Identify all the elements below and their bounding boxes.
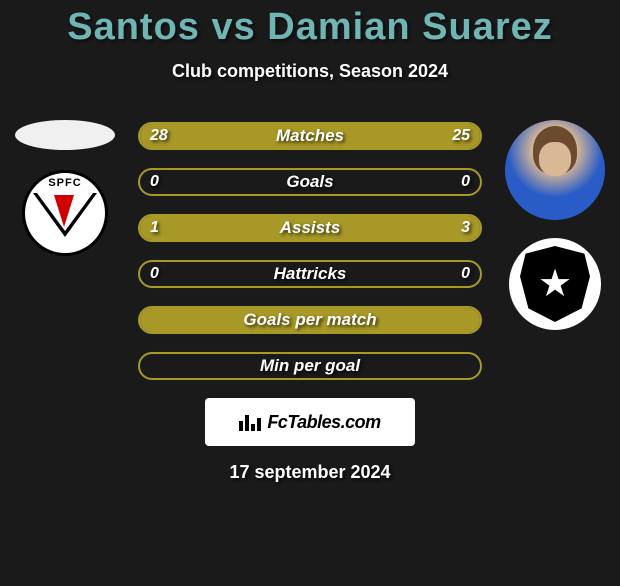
player-left-photo-placeholder [15, 120, 115, 150]
branding-text: FcTables.com [267, 412, 380, 433]
stat-row: 00Goals [138, 168, 482, 196]
subtitle: Club competitions, Season 2024 [0, 61, 620, 82]
stat-label: Goals per match [140, 308, 480, 332]
stat-row: 13Assists [138, 214, 482, 242]
star-icon: ★ [538, 265, 572, 303]
stat-row: Goals per match [138, 306, 482, 334]
team-logo-left: SPFC [22, 170, 108, 256]
stat-label: Hattricks [140, 262, 480, 286]
stat-label: Assists [140, 216, 480, 240]
stat-row: Min per goal [138, 352, 482, 380]
team-logo-right: ★ [509, 238, 601, 330]
stat-label: Min per goal [140, 354, 480, 378]
player-right-photo [505, 120, 605, 220]
page-title: Santos vs Damian Suarez [0, 6, 620, 49]
bars-icon [239, 413, 261, 431]
comparison-region: SPFC ★ 2825Matches 00Goals 13Assists 00Hatt… [0, 120, 620, 380]
stat-row: 2825Matches [138, 122, 482, 150]
left-player-column: SPFC [10, 120, 120, 256]
date-label: 17 september 2024 [0, 462, 620, 483]
stat-label: Matches [140, 124, 480, 148]
branding-badge[interactable]: FcTables.com [205, 398, 415, 446]
stat-label: Goals [140, 170, 480, 194]
team-left-abbr: SPFC [25, 177, 105, 189]
right-player-column: ★ [500, 120, 610, 330]
stat-bars: 2825Matches 00Goals 13Assists 00Hattricks Go… [138, 120, 482, 380]
stat-row: 00Hattricks [138, 260, 482, 288]
